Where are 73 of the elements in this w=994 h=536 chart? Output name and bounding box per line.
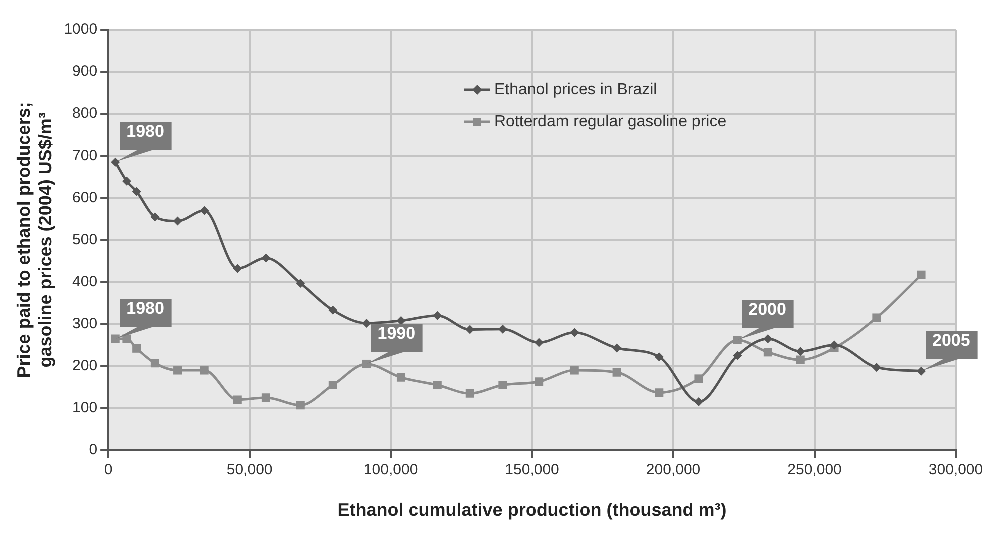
- y-axis-title: Price paid to ethanol producers; gasoline prices (2004) US$/m³: [14, 102, 56, 378]
- point: [612, 368, 622, 377]
- point: [535, 378, 544, 386]
- annotation: 2005: [926, 331, 978, 360]
- point: [612, 344, 622, 353]
- y-tick-label: 700: [72, 147, 98, 164]
- point: [917, 366, 926, 376]
- point: [200, 366, 209, 375]
- x-tick-label: 50,000: [226, 462, 273, 479]
- point: [694, 374, 704, 384]
- point: [872, 363, 882, 372]
- x-axis-title: Ethanol cumulative production (thousand m³): [338, 500, 727, 520]
- annotation: 1980: [120, 122, 172, 150]
- point: [654, 352, 664, 362]
- point: [296, 279, 306, 288]
- point: [362, 360, 371, 368]
- point: [466, 389, 474, 398]
- y-tick-label: 400: [72, 273, 98, 290]
- point: [233, 396, 242, 404]
- y-tick-label: 0: [89, 442, 98, 459]
- y-tick-label: 200: [72, 357, 98, 374]
- annotation: 2000: [742, 300, 794, 328]
- x-tick-label: 300,000: [928, 462, 984, 479]
- y-tick-label: 300: [72, 315, 98, 332]
- point: [233, 264, 242, 274]
- x-tick-label: 100,000: [364, 462, 418, 479]
- point: [262, 254, 271, 263]
- point: [174, 366, 182, 375]
- x-tick-label: 250,000: [788, 462, 842, 479]
- y-tick-label: 1000: [64, 21, 98, 38]
- point: [111, 334, 120, 344]
- point: [328, 306, 338, 315]
- point: [433, 380, 442, 390]
- y-tick-label: 500: [72, 231, 98, 248]
- point: [764, 348, 772, 357]
- point: [534, 338, 544, 348]
- x-tick-label: 150,000: [505, 462, 560, 479]
- point: [122, 176, 132, 186]
- point: [570, 328, 580, 338]
- point: [150, 359, 160, 368]
- legend-label: Rotterdam regular gasoline price: [494, 113, 727, 130]
- point: [396, 373, 406, 382]
- legend-label: Ethanol prices in Brazil: [494, 81, 658, 98]
- point: [830, 340, 840, 350]
- point: [200, 206, 210, 216]
- point: [132, 187, 142, 196]
- y-tick-label: 600: [72, 189, 98, 206]
- point: [111, 158, 120, 167]
- point: [262, 394, 270, 402]
- point: [694, 398, 704, 407]
- point: [570, 366, 579, 375]
- y-tick-label: 100: [72, 400, 98, 416]
- y-tick-label: 800: [72, 105, 98, 122]
- annotation: 1990: [370, 324, 423, 352]
- point: [872, 314, 882, 322]
- point: [498, 380, 508, 390]
- x-tick-label: 0: [104, 462, 113, 479]
- point: [655, 388, 664, 398]
- point: [132, 344, 142, 353]
- point: [764, 334, 773, 344]
- point: [433, 311, 442, 320]
- point: [733, 351, 742, 360]
- point: [362, 318, 372, 328]
- point: [328, 380, 338, 390]
- y-tick-label: 900: [72, 63, 98, 80]
- point: [796, 347, 806, 356]
- point: [150, 212, 160, 222]
- point: [733, 336, 742, 344]
- x-tick-label: 200,000: [646, 462, 701, 479]
- point: [917, 270, 926, 280]
- point: [296, 401, 305, 410]
- annotation: 1980: [120, 298, 172, 327]
- point: [796, 356, 805, 364]
